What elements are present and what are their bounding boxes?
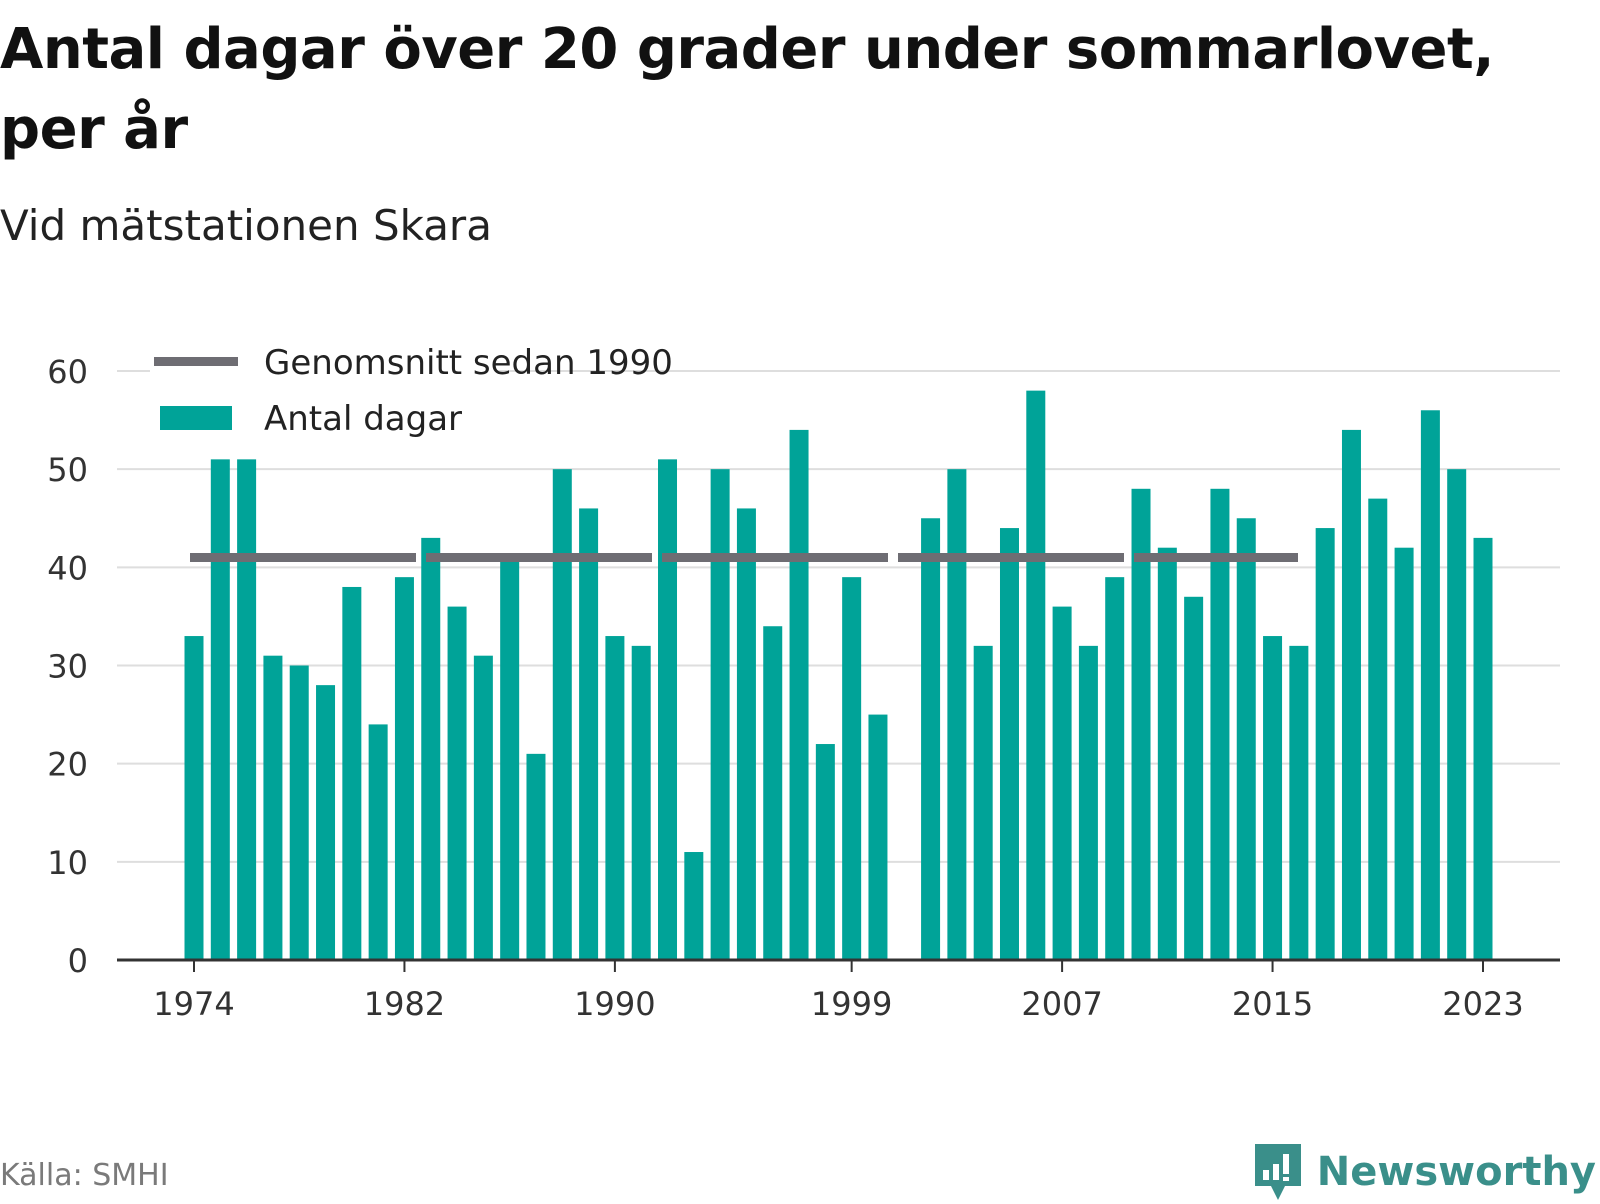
chart-title: Antal dagar över 20 grader under sommarl… <box>0 17 1495 162</box>
bar <box>1473 537 1493 960</box>
y-tick-label: 30 <box>47 648 88 686</box>
x-tick-label: 2015 <box>1232 985 1313 1023</box>
bar <box>605 636 625 960</box>
bar <box>973 645 993 960</box>
bar <box>1420 410 1440 960</box>
bar <box>1052 606 1072 960</box>
bar <box>631 645 651 960</box>
bar <box>1236 518 1256 960</box>
brand-name: Newsworthy <box>1316 1149 1596 1195</box>
bar <box>526 753 546 960</box>
y-tick-label: 10 <box>47 844 88 882</box>
bar <box>421 537 441 960</box>
bar <box>394 577 414 960</box>
bar <box>1263 636 1283 960</box>
bar <box>237 459 257 960</box>
bar <box>1105 577 1125 960</box>
bar <box>552 469 572 960</box>
chart-subtitle: Vid mätstationen Skara <box>0 201 492 250</box>
bar <box>658 459 678 960</box>
bar <box>1184 596 1204 960</box>
source-note: Källa: SMHI <box>0 1158 169 1193</box>
bar <box>1394 547 1414 960</box>
bar <box>736 508 756 960</box>
bar <box>1289 645 1309 960</box>
bar <box>842 577 862 960</box>
bar <box>789 429 809 960</box>
bar <box>579 508 599 960</box>
bar <box>473 655 493 960</box>
bar <box>342 586 362 960</box>
y-tick-label: 20 <box>47 746 88 784</box>
bar <box>1315 528 1335 960</box>
bar <box>1078 645 1098 960</box>
bar <box>999 528 1019 960</box>
bar <box>1368 498 1388 960</box>
bar <box>1210 488 1230 960</box>
x-tick-label: 2007 <box>1021 985 1102 1023</box>
legend: Genomsnitt sedan 1990 Antal dagar <box>150 343 673 448</box>
bar <box>1026 390 1046 961</box>
bar <box>1131 488 1151 960</box>
bar <box>1157 547 1177 960</box>
x-tick-label: 1982 <box>364 985 445 1023</box>
brand-logo: Newsworthy <box>1251 1140 1596 1204</box>
legend-swatch-bars <box>160 406 232 430</box>
bar <box>868 714 888 960</box>
bar <box>447 606 467 960</box>
bar <box>710 469 730 960</box>
x-tick-label: 1990 <box>574 985 655 1023</box>
legend-label-bars: Antal dagar <box>264 399 462 439</box>
newsworthy-logo-icon <box>1254 1144 1301 1200</box>
bar <box>947 469 967 960</box>
bars <box>184 390 1493 961</box>
y-tick-label: 60 <box>47 353 88 391</box>
bar <box>184 636 204 960</box>
bar <box>921 518 941 960</box>
bar <box>263 655 283 960</box>
bar <box>1341 429 1361 960</box>
bar <box>500 557 520 960</box>
legend-swatch-average <box>154 357 238 366</box>
bar <box>316 685 336 960</box>
x-tick-label: 2023 <box>1442 985 1523 1023</box>
legend-background <box>150 353 496 448</box>
legend-label-average: Genomsnitt sedan 1990 <box>264 343 673 383</box>
x-tick-label: 1999 <box>811 985 892 1023</box>
bar <box>684 852 704 960</box>
bar <box>763 626 783 960</box>
x-tick-label: 1974 <box>153 985 234 1023</box>
y-tick-label: 50 <box>47 451 88 489</box>
y-tick-label: 40 <box>47 549 88 587</box>
bar <box>210 459 230 960</box>
y-tick-label: 0 <box>68 942 88 980</box>
bar <box>289 665 309 960</box>
bar <box>815 744 835 960</box>
bar <box>368 724 388 960</box>
axes: 0 10 20 30 40 50 60 1974 1982 1990 1999 2007 2015 202… <box>47 353 1560 1023</box>
bar <box>1447 469 1467 960</box>
